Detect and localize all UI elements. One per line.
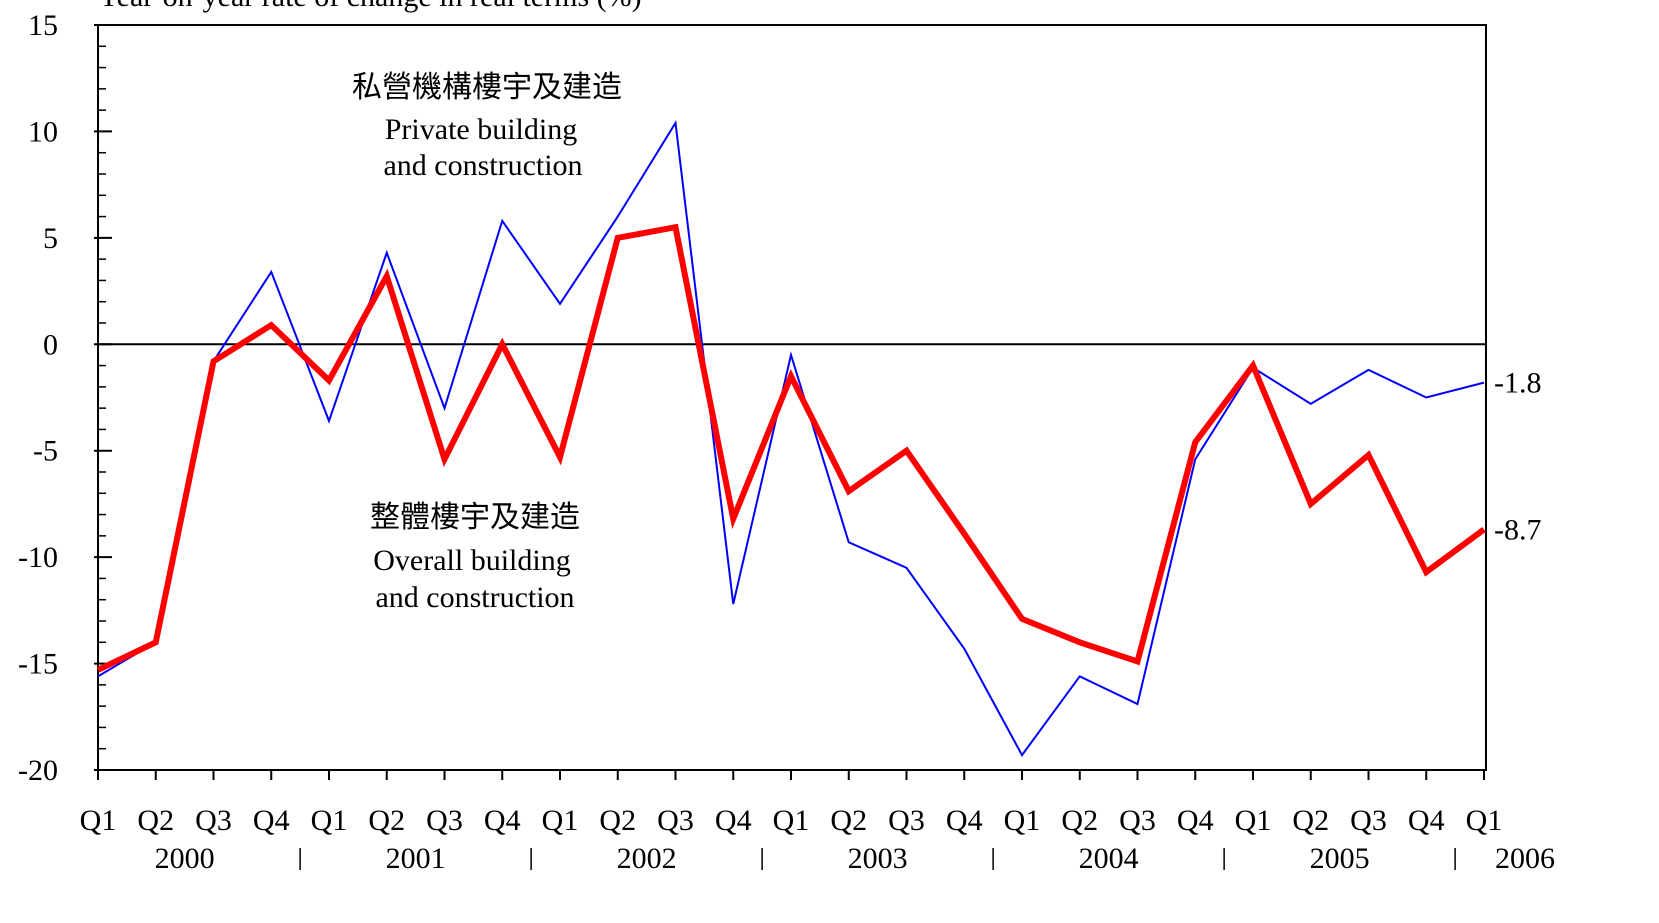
x-tick-label: Q1	[1004, 804, 1041, 837]
x-tick-label: Q2	[830, 804, 867, 837]
year-label: 2000	[155, 842, 215, 875]
annotation: 私營機構樓宇及建造	[352, 71, 622, 104]
x-tick-label: Q4	[946, 804, 983, 837]
annotation: and construction	[383, 149, 582, 182]
x-tick-label: Q3	[657, 804, 694, 837]
x-tick-label: Q4	[1408, 804, 1445, 837]
plot-frame	[97, 24, 1487, 771]
end-value-label: -1.8	[1494, 367, 1542, 400]
y-tick-label: -5	[33, 435, 58, 468]
x-tick-label: Q4	[715, 804, 752, 837]
x-tick-label: Q1	[1466, 804, 1503, 837]
y-tick-label: 10	[28, 115, 58, 148]
x-tick-label: Q3	[426, 804, 463, 837]
x-tick-label: Q2	[1061, 804, 1098, 837]
series-line	[97, 119, 1485, 757]
x-tick-label: Q3	[195, 804, 232, 837]
x-tick-label: Q2	[368, 804, 405, 837]
x-tick-label: Q2	[137, 804, 174, 837]
end-value-label: -8.7	[1494, 513, 1542, 546]
x-tick-label: Q3	[1119, 804, 1156, 837]
annotation: 整體樓宇及建造	[370, 501, 580, 534]
x-tick-label: Q1	[1235, 804, 1272, 837]
x-tick-label: Q4	[1177, 804, 1214, 837]
year-label: 2006	[1495, 842, 1555, 875]
x-tick-label: Q1	[80, 804, 117, 837]
y-tick-label: -15	[18, 648, 58, 681]
x-tick-label: Q4	[484, 804, 521, 837]
x-tick-label: Q1	[773, 804, 810, 837]
year-label: 2004	[1079, 842, 1139, 875]
x-tick-label: Q1	[311, 804, 348, 837]
y-tick-label: -20	[18, 754, 58, 787]
annotation: Overall building	[373, 544, 570, 577]
y-axis-label: Year-on-year rate of change in real term…	[98, 0, 642, 13]
x-tick-label: Q4	[253, 804, 290, 837]
y-tick-label: 0	[43, 328, 58, 361]
year-label: 2005	[1310, 842, 1370, 875]
x-tick-label: Q2	[1292, 804, 1329, 837]
series-line	[96, 223, 1486, 673]
year-label: 2002	[617, 842, 677, 875]
annotation: and construction	[375, 581, 574, 614]
x-tick-label: Q3	[888, 804, 925, 837]
year-label: 2003	[848, 842, 908, 875]
x-tick-label: Q1	[542, 804, 579, 837]
y-tick-label: 5	[43, 222, 58, 255]
y-tick-label: -10	[18, 541, 58, 574]
annotation: Private building	[385, 113, 577, 146]
x-tick-label: Q2	[599, 804, 636, 837]
x-tick-label: Q3	[1350, 804, 1387, 837]
year-label: 2001	[386, 842, 446, 875]
y-tick-label: 15	[28, 9, 58, 42]
